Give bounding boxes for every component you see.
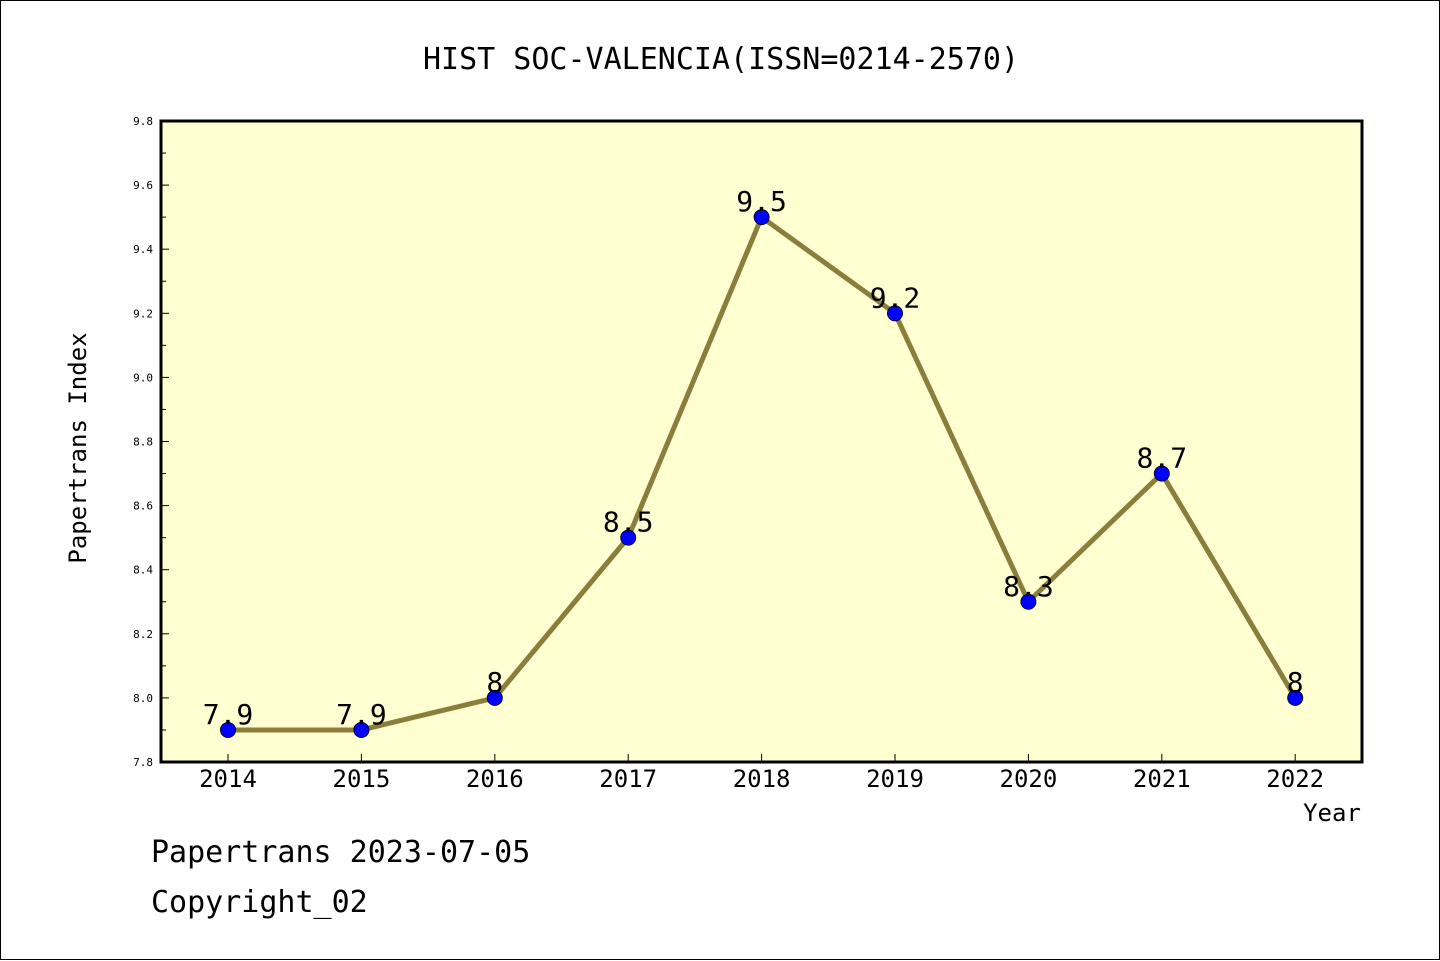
x-axis-label: Year bbox=[1303, 799, 1361, 827]
x-tick-label: 2015 bbox=[333, 765, 391, 793]
data-point bbox=[620, 529, 637, 546]
data-label: 8.5 bbox=[603, 506, 654, 539]
data-point bbox=[887, 305, 903, 322]
data-label: 8.7 bbox=[1137, 442, 1188, 475]
x-tick-label: 2021 bbox=[1133, 765, 1191, 793]
plot-area bbox=[159, 119, 1364, 764]
data-point bbox=[1153, 465, 1170, 482]
y-tick-label: 9.6 bbox=[133, 179, 153, 192]
footer-copyright: Copyright_02 bbox=[151, 885, 368, 920]
data-label: 8.3 bbox=[1003, 570, 1054, 603]
x-tick-label: 2016 bbox=[466, 765, 524, 793]
data-label: 8 bbox=[1287, 666, 1304, 699]
chart-title: HIST SOC-VALENCIA(ISSN=0214-2570) bbox=[423, 42, 1019, 77]
data-point bbox=[1020, 593, 1037, 610]
data-point bbox=[486, 689, 503, 706]
y-tick-label: 9.0 bbox=[133, 371, 153, 384]
y-tick-label: 9.8 bbox=[133, 115, 153, 128]
y-tick-label: 8.2 bbox=[133, 628, 153, 641]
y-tick-label: 8.4 bbox=[133, 564, 153, 577]
x-tick-label: 2020 bbox=[1000, 765, 1058, 793]
data-label: 8 bbox=[486, 666, 503, 699]
data-labels: 7.9 7.9 8 8.5 9.5 9.2 8.3 8.7 8 bbox=[203, 185, 1304, 731]
data-label: 9.2 bbox=[870, 281, 921, 314]
x-tick-label: 2019 bbox=[866, 765, 924, 793]
y-tick-label: 7.8 bbox=[133, 756, 153, 769]
y-tick-label: 8.6 bbox=[133, 500, 153, 513]
x-tick-label: 2022 bbox=[1266, 765, 1324, 793]
y-axis: 7.8 8.0 8.2 8.4 8.6 8.8 9.0 9.2 9.4 9.6 9.8 bbox=[133, 115, 169, 769]
x-axis: 2014 2015 2016 2017 2018 2019 2020 2021 2022 bbox=[199, 754, 1324, 793]
y-tick-label: 9.4 bbox=[133, 243, 153, 256]
y-tick-label: 8.8 bbox=[133, 436, 153, 449]
data-point bbox=[753, 209, 770, 226]
x-tick-label: 2018 bbox=[733, 765, 791, 793]
data-label: 9.5 bbox=[736, 185, 787, 218]
footer-date: Papertrans 2023-07-05 bbox=[151, 835, 531, 870]
data-label: 7.9 bbox=[203, 698, 254, 731]
data-point bbox=[353, 721, 370, 738]
data-points bbox=[220, 209, 1304, 738]
x-tick-label: 2017 bbox=[599, 765, 657, 793]
data-point bbox=[220, 721, 236, 738]
y-tick-label: 8.0 bbox=[133, 692, 153, 705]
y-axis-label: Papertrans Index bbox=[64, 332, 92, 563]
data-point bbox=[1287, 689, 1304, 706]
y-tick-label: 9.2 bbox=[133, 307, 153, 320]
x-tick-label: 2014 bbox=[199, 765, 257, 793]
data-label: 7.9 bbox=[336, 698, 387, 731]
